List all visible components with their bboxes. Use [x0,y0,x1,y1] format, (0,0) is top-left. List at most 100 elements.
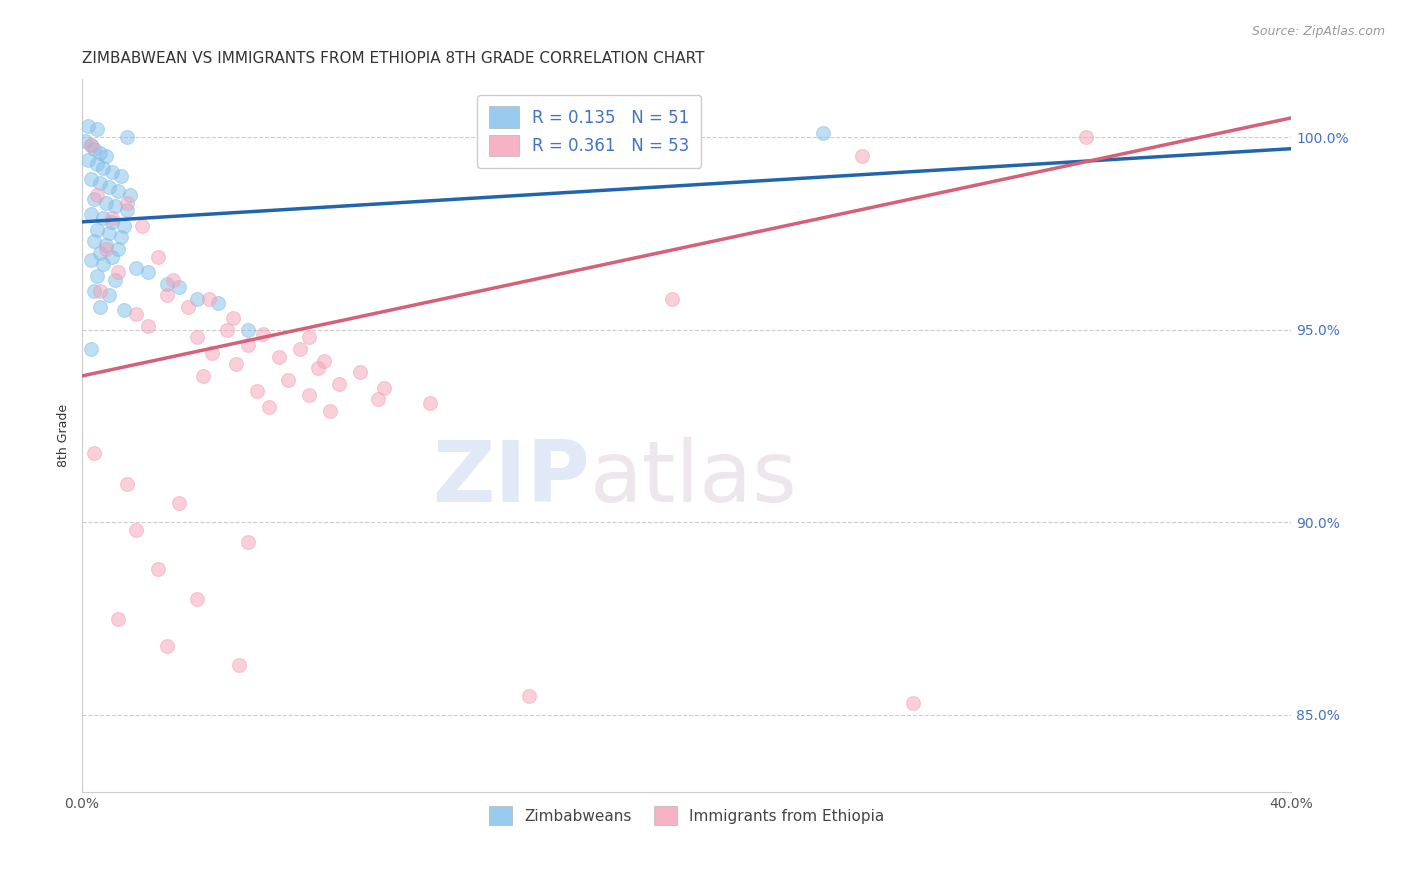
Point [328,376,350,391]
Point [89,177,111,191]
Point [207,295,229,310]
Point [349,365,371,379]
Point [80,137,103,152]
Point [222,311,245,326]
Point [101,215,124,229]
Point [110,230,132,244]
Point [252,326,274,341]
Point [288,342,311,356]
Point [198,292,221,306]
Point [104,273,127,287]
Point [96,149,118,163]
Point [89,145,111,160]
Point [112,219,135,233]
Point [186,330,208,344]
Point [146,250,169,264]
Point [91,211,114,225]
Point [80,172,103,186]
Point [101,165,124,179]
Point [80,207,103,221]
Point [83,142,105,156]
Point [146,561,169,575]
Point [319,403,342,417]
Text: ZIP: ZIP [432,437,591,520]
Point [86,157,108,171]
Point [91,161,114,175]
Text: ZIMBABWEAN VS IMMIGRANTS FROM ETHIOPIA 8TH GRADE CORRELATION CHART: ZIMBABWEAN VS IMMIGRANTS FROM ETHIOPIA 8… [82,51,704,66]
Legend: Zimbabweans, Immigrants from Ethiopia: Zimbabweans, Immigrants from Ethiopia [479,797,894,834]
Point [156,288,179,302]
Point [367,392,389,406]
Point [117,195,139,210]
Point [89,284,111,298]
Point [96,238,118,252]
Point [156,277,179,291]
Point [125,261,148,276]
Point [110,169,132,183]
Point [120,188,142,202]
Point [107,612,129,626]
Point [167,280,190,294]
Point [238,338,260,352]
Point [112,303,135,318]
Point [86,122,108,136]
Point [89,300,111,314]
Point [138,318,160,333]
Point [217,323,239,337]
Point [96,242,118,256]
Point [661,292,683,306]
Point [277,373,299,387]
Point [117,130,139,145]
Point [162,273,184,287]
Point [101,250,124,264]
Point [83,284,105,298]
Point [77,153,100,168]
Point [131,219,153,233]
Point [80,137,103,152]
Point [419,396,441,410]
Text: atlas: atlas [591,437,799,520]
Point [77,119,100,133]
Point [117,476,139,491]
Point [101,211,124,225]
Point [98,180,121,194]
Point [73,134,96,148]
Point [298,330,321,344]
Point [373,380,395,394]
Point [96,195,118,210]
Point [307,361,329,376]
Point [80,342,103,356]
Point [107,242,129,256]
Point [238,534,260,549]
Point [903,697,925,711]
Point [107,265,129,279]
Point [228,657,250,672]
Point [267,350,290,364]
Point [83,234,105,248]
Point [259,400,281,414]
Point [138,265,160,279]
Point [851,149,873,163]
Point [117,203,139,218]
Point [125,307,148,321]
Point [83,192,105,206]
Point [238,323,260,337]
Point [104,199,127,213]
Point [519,689,541,703]
Point [298,388,321,402]
Point [191,368,214,383]
Point [156,639,179,653]
Point [167,496,190,510]
Text: Source: ZipAtlas.com: Source: ZipAtlas.com [1251,25,1385,38]
Point [186,292,208,306]
Point [811,126,834,140]
Point [107,184,129,198]
Y-axis label: 8th Grade: 8th Grade [58,404,70,467]
Point [225,358,247,372]
Point [246,384,269,399]
Point [86,268,108,283]
Point [80,253,103,268]
Point [98,288,121,302]
Point [86,222,108,236]
Point [201,346,224,360]
